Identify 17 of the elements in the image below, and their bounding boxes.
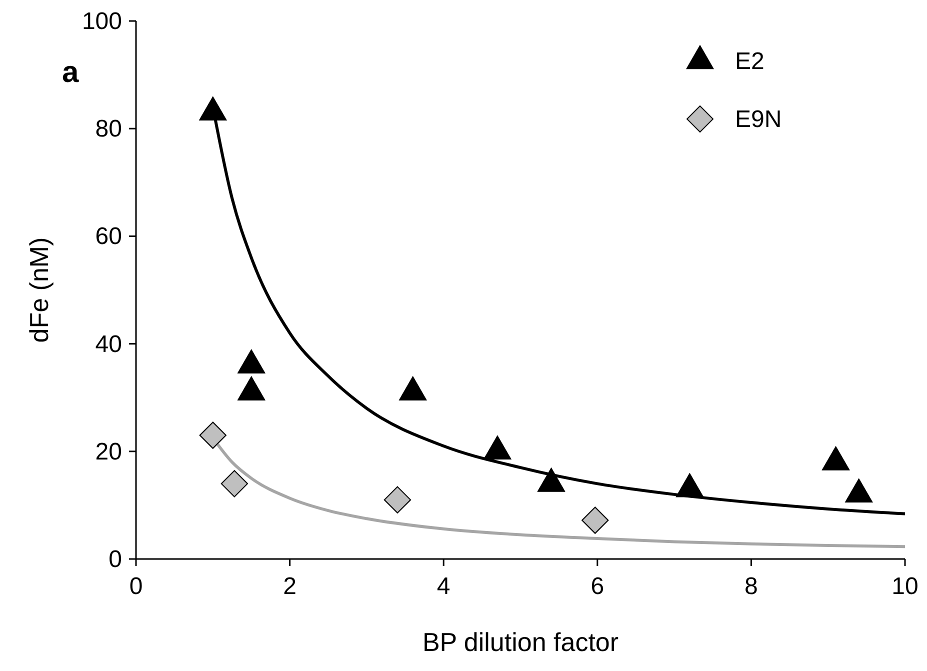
x-axis-title: BP dilution factor	[422, 627, 619, 657]
x-tick-label: 6	[590, 573, 604, 600]
x-tick-label: 0	[129, 573, 143, 600]
legend-label: E2	[735, 48, 764, 75]
y-tick-label: 80	[95, 116, 122, 143]
x-tick-label: 8	[744, 573, 758, 600]
text: a	[62, 56, 79, 89]
y-tick-label: 0	[108, 546, 122, 573]
legend-label: E9N	[735, 106, 782, 133]
x-tick-label: 4	[436, 573, 450, 600]
y-tick-label: 60	[95, 223, 122, 250]
y-tick-label: 20	[95, 438, 122, 466]
y-tick-label: 100	[82, 8, 122, 35]
y-tick-label: 40	[95, 330, 122, 358]
y-axis-title: dFe (nM)	[24, 237, 54, 343]
x-tick-label: 2	[283, 573, 296, 600]
x-tick-label: 10	[892, 573, 918, 600]
